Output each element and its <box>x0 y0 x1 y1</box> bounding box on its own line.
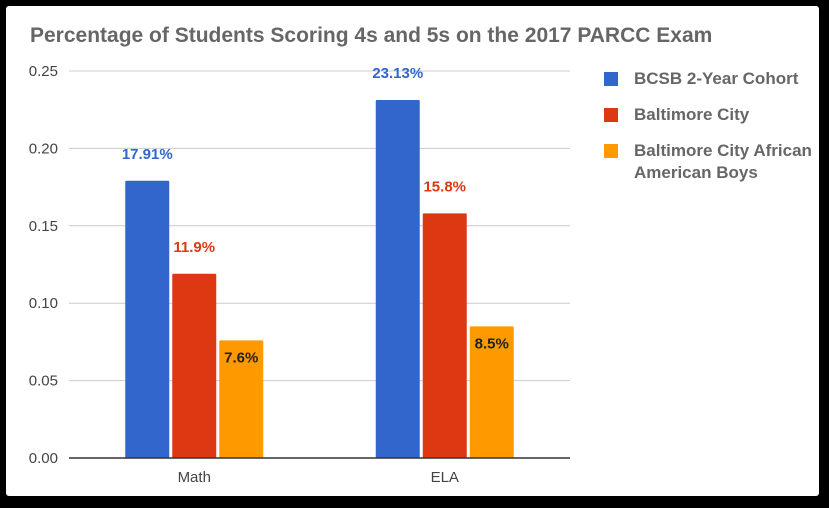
legend-item-bcsb: BCSB 2-Year Cohort <box>604 68 814 90</box>
data-label: 7.6% <box>224 349 258 366</box>
bar <box>172 273 217 458</box>
y-tick-label: 0.10 <box>29 295 58 312</box>
chart-frame: Percentage of Students Scoring 4s and 5s… <box>6 6 819 496</box>
bar <box>375 99 420 458</box>
legend-swatch-bcsb <box>604 72 618 86</box>
y-tick-label: 0.00 <box>29 450 58 467</box>
data-label: 15.8% <box>423 178 466 195</box>
bar <box>219 340 264 458</box>
y-tick-label: 0.15 <box>29 218 58 235</box>
chart-title: Percentage of Students Scoring 4s and 5s… <box>30 24 713 47</box>
legend-swatch-aa-boys <box>604 144 618 158</box>
legend-label-aa-boys: Baltimore City African American Boys <box>634 141 812 182</box>
chart-legend: BCSB 2-Year Cohort Baltimore City Baltim… <box>604 68 814 198</box>
y-tick-label: 0.25 <box>29 63 58 80</box>
legend-swatch-baltimore-city <box>604 108 618 122</box>
bar <box>125 180 170 458</box>
x-tick-label: Math <box>178 469 211 486</box>
y-tick-label: 0.05 <box>29 373 58 390</box>
data-label: 23.13% <box>372 65 423 82</box>
legend-item-baltimore-city: Baltimore City <box>604 104 814 126</box>
legend-item-aa-boys: Baltimore City African American Boys <box>604 140 814 184</box>
data-label: 17.91% <box>122 146 173 163</box>
x-tick-label: ELA <box>431 469 459 486</box>
data-label: 8.5% <box>475 335 509 352</box>
bar <box>422 213 467 458</box>
y-tick-label: 0.20 <box>29 140 58 157</box>
bar <box>469 326 514 458</box>
chart-plot: 0.00 0.05 0.10 0.15 0.20 0.25 17.91% 11.9% 7.6% M… <box>29 63 570 486</box>
data-label: 11.9% <box>173 239 215 256</box>
legend-label-baltimore-city: Baltimore City <box>634 105 750 124</box>
legend-label-bcsb: BCSB 2-Year Cohort <box>634 69 799 88</box>
